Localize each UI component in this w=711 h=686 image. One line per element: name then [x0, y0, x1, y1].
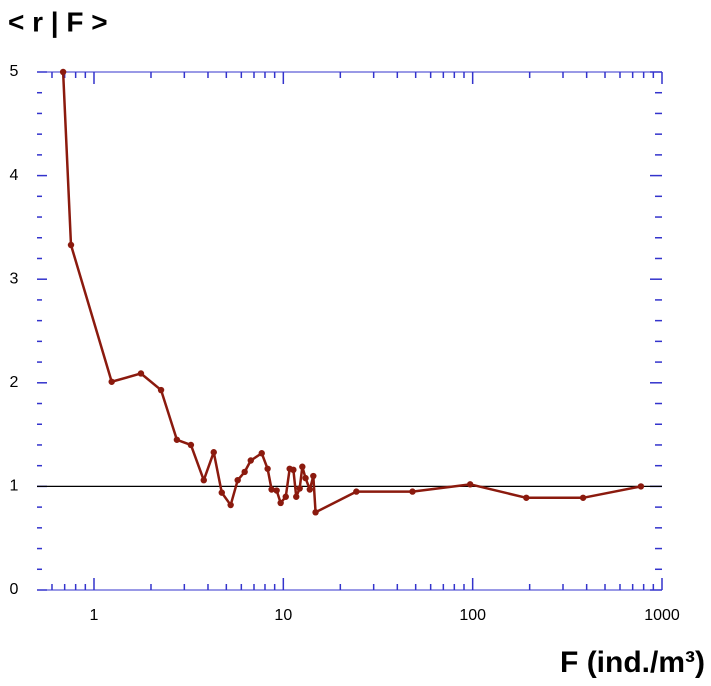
data-point: [290, 466, 297, 474]
data-point: [137, 370, 145, 377]
data-point: [273, 487, 280, 494]
x-axis-label: F (ind./m³): [560, 646, 705, 679]
data-point: [247, 457, 254, 464]
data-point: [296, 485, 303, 492]
y-tick-label: 0: [10, 581, 19, 598]
data-point: [409, 488, 416, 495]
x-tick-label: 10: [274, 607, 292, 624]
data-point: [302, 474, 309, 482]
data-point: [299, 463, 306, 470]
data-point: [234, 476, 241, 484]
y-tick-label: 3: [10, 270, 19, 287]
data-point: [312, 509, 319, 516]
data-point: [637, 483, 645, 490]
data-point: [241, 468, 248, 476]
data-point: [353, 488, 360, 495]
data-point: [306, 486, 314, 493]
data-point: [227, 501, 234, 509]
chart-title: < r | F >: [8, 6, 108, 37]
data-point: [218, 489, 225, 496]
data-point: [579, 494, 587, 501]
data-point: [67, 241, 75, 249]
data-point: [268, 486, 275, 493]
data-point: [277, 499, 284, 507]
data-point: [108, 378, 115, 385]
data-point: [173, 436, 181, 443]
data-point: [264, 465, 271, 472]
data-point: [200, 476, 207, 484]
x-tick-label: 1000: [644, 607, 680, 624]
data-point: [293, 493, 300, 500]
x-tick-label: 1: [90, 607, 99, 624]
data-point: [282, 493, 289, 500]
data-point: [466, 481, 474, 488]
data-line: [61, 71, 642, 514]
data-point: [59, 68, 67, 76]
data-point: [310, 472, 317, 480]
data-point: [187, 441, 195, 449]
data-point: [523, 494, 530, 501]
y-tick-label: 4: [10, 167, 19, 184]
y-tick-label: 1: [10, 478, 19, 495]
data-point: [258, 450, 265, 457]
y-tick-label: 5: [10, 63, 19, 80]
x-tick-label: 100: [459, 607, 486, 624]
data-point: [210, 449, 217, 456]
data-point: [157, 386, 165, 394]
y-tick-label: 2: [10, 374, 19, 391]
